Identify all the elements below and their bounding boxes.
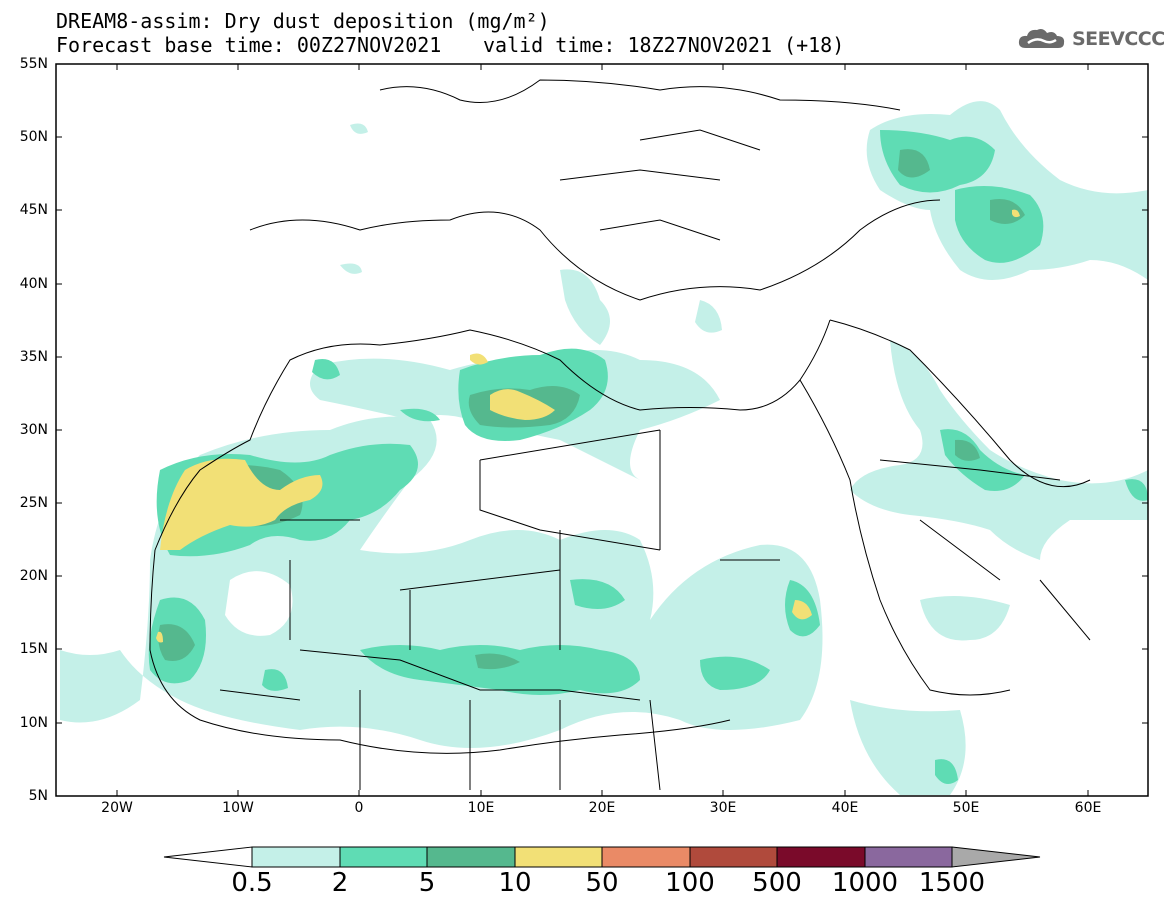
lat-label: 35N (19, 349, 48, 365)
colorbar-swatch (689, 846, 778, 868)
colorbar-label: 5 (418, 868, 436, 898)
lat-label: 30N (19, 422, 48, 438)
colorbar-swatch (251, 846, 341, 868)
logo-text: SEEVCCC (1072, 28, 1165, 50)
colorbar-label: 1500 (918, 868, 986, 898)
colorbar-swatch (514, 846, 603, 868)
colorbar-label: 10 (498, 868, 532, 898)
deposition-fields (60, 101, 1148, 795)
colorbar-swatch (864, 846, 953, 868)
lon-label: 20E (588, 800, 616, 816)
lat-label: 45N (19, 202, 48, 218)
colorbar-swatch (426, 846, 516, 868)
colorbar-swatch (601, 846, 691, 868)
lat-label: 50N (19, 129, 48, 145)
lon-label: 40E (831, 800, 859, 816)
colorbar (163, 846, 1041, 868)
lat-label: 25N (19, 495, 48, 511)
colorbar-label: 50 (585, 868, 619, 898)
seevccc-logo: SEEVCCC (1016, 24, 1165, 54)
colorbar-left-arrow (163, 846, 253, 868)
country-borders (149, 79, 1091, 791)
lat-label: 55N (19, 56, 48, 72)
colorbar-swatch (339, 846, 428, 868)
lon-label: 20W (101, 800, 133, 816)
lon-label: 30E (709, 800, 737, 816)
axis-ticks (56, 63, 1148, 796)
lon-label: 10W (222, 800, 254, 816)
colorbar-label: 1000 (831, 868, 899, 898)
lat-label: 5N (28, 788, 48, 804)
cloud-logo-icon (1018, 29, 1065, 48)
forecast-base-time: Forecast base time: 00Z27NOV2021 (56, 33, 442, 57)
colorbar-label: 2 (331, 868, 349, 898)
colorbar-label: 500 (752, 868, 802, 898)
colorbar-swatch (776, 846, 866, 868)
colorbar-label: 100 (665, 868, 715, 898)
valid-time: valid time: 18Z27NOV2021 (+18) (483, 33, 845, 57)
lat-label: 20N (19, 568, 48, 584)
level-10-areas (156, 209, 1020, 643)
lon-label: 10E (467, 800, 495, 816)
lon-label: 50E (952, 800, 980, 816)
colorbar-right-arrow (951, 846, 1041, 868)
lat-label: 10N (19, 715, 48, 731)
lat-label: 15N (19, 641, 48, 657)
colorbar-label: 0.5 (231, 868, 273, 898)
lon-label: 60E (1074, 800, 1102, 816)
lon-label: 0 (354, 800, 364, 816)
map-title: DREAM8-assim: Dry dust deposition (mg/m²… (56, 9, 550, 33)
lat-label: 40N (19, 276, 48, 292)
